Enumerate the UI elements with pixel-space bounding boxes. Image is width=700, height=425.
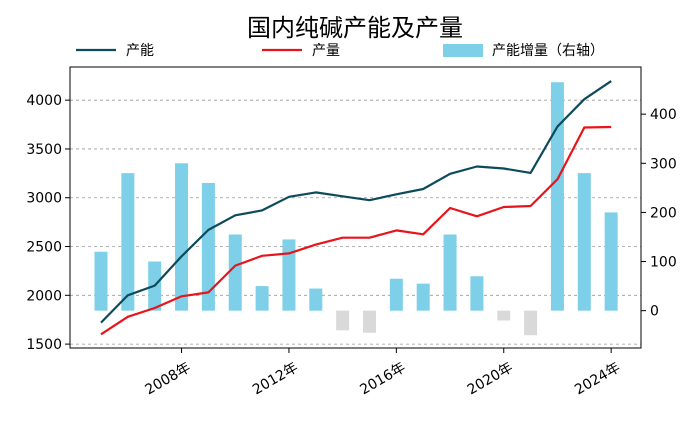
ytick-left-label: 2000: [26, 288, 62, 304]
ytick-left-label: 2500: [26, 240, 62, 256]
ytick-left-label: 4000: [26, 93, 62, 109]
ytick-right-label: 400: [650, 107, 677, 123]
bar-capacity-increase: [550, 82, 564, 311]
legend-label-output: 产量: [312, 43, 340, 59]
ytick-left-label: 3500: [26, 142, 62, 158]
xtick-label: 2008年: [143, 360, 194, 399]
ytick-right-label: 300: [650, 156, 677, 172]
line-output: [100, 125, 612, 336]
bar-capacity-increase: [470, 276, 484, 311]
bar-capacity-increase: [282, 239, 296, 311]
bar-capacity-increase: [389, 278, 403, 311]
ytick-right-label: 0: [650, 304, 659, 320]
ytick-right-label: 200: [650, 205, 677, 221]
ytick-right-label: 100: [650, 255, 677, 271]
bar-capacity-increase: [255, 286, 269, 311]
xtick-label: 2012年: [250, 360, 301, 399]
bar-capacity-increase: [443, 234, 457, 311]
ytick-left-label: 3000: [26, 191, 62, 207]
bar-capacity-increase: [604, 212, 618, 311]
legend-swatch-increase: [443, 44, 483, 57]
xtick-label: 2024年: [572, 360, 623, 399]
bar-capacity-increase: [121, 173, 135, 311]
bar-capacity-increase: [416, 283, 430, 311]
grid: [70, 99, 641, 345]
ytick-left-label: 1500: [26, 337, 62, 353]
xtick-label: 2020年: [465, 360, 516, 399]
bar-capacity-increase: [524, 310, 538, 336]
bar-capacity-increase: [201, 182, 215, 311]
legend-label-increase: 产能增量（右轴）: [492, 43, 604, 59]
bars: [94, 82, 618, 336]
bar-capacity-increase: [497, 310, 511, 321]
bar-capacity-increase: [309, 288, 323, 311]
bar-capacity-increase: [363, 310, 376, 333]
bar-capacity-increase: [94, 251, 108, 311]
legend-label-capacity: 产能: [126, 43, 154, 59]
legend: 产能 产量 产能增量（右轴）: [76, 43, 604, 59]
chart-title: 国内纯碱产能及产量: [247, 14, 463, 42]
bar-capacity-increase: [175, 163, 189, 311]
bar-capacity-increase: [577, 173, 591, 311]
bar-capacity-increase: [228, 234, 242, 311]
bar-capacity-increase: [336, 310, 350, 331]
line-capacity: [100, 80, 612, 324]
xtick-label: 2016年: [357, 360, 408, 399]
plot-frame: [69, 66, 642, 349]
lines: [100, 80, 612, 336]
